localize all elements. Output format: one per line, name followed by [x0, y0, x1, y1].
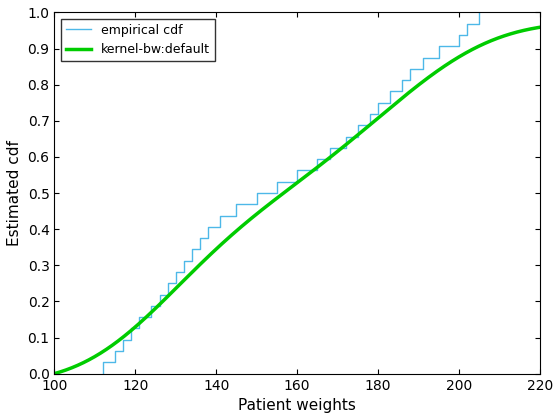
empirical cdf [100, 360, 106, 365]
empirical cdf [217, 213, 223, 218]
empirical cdf [375, 100, 381, 105]
empirical cdf [100, 371, 106, 376]
kernel-bw:default [101, 349, 108, 354]
empirical cdf [387, 89, 394, 94]
empirical cdf [180, 258, 187, 263]
empirical cdf [273, 179, 280, 184]
kernel-bw:default [265, 202, 272, 207]
Legend: empirical cdf, kernel-bw:default: empirical cdf, kernel-bw:default [60, 19, 214, 61]
kernel-bw:default [51, 371, 58, 376]
empirical cdf [128, 326, 134, 331]
empirical cdf [419, 55, 426, 60]
empirical cdf [399, 78, 405, 83]
empirical cdf [354, 123, 361, 128]
empirical cdf [205, 224, 212, 229]
empirical cdf [314, 157, 321, 162]
empirical cdf [120, 337, 127, 342]
empirical cdf [476, 10, 483, 15]
empirical cdf [148, 303, 155, 308]
kernel-bw:default [536, 25, 543, 30]
kernel-bw:default [430, 71, 436, 76]
kernel-bw:default [384, 108, 391, 113]
Y-axis label: Estimated cdf: Estimated cdf [7, 140, 22, 246]
empirical cdf [464, 21, 470, 26]
empirical cdf [253, 191, 260, 196]
empirical cdf [367, 112, 374, 117]
empirical cdf [436, 44, 442, 49]
empirical cdf [326, 145, 333, 150]
Line: kernel-bw:default: kernel-bw:default [54, 27, 540, 374]
empirical cdf [136, 315, 143, 320]
empirical cdf [189, 247, 195, 252]
X-axis label: Patient weights: Patient weights [238, 398, 356, 413]
empirical cdf [164, 281, 171, 286]
kernel-bw:default [438, 66, 445, 71]
empirical cdf [197, 236, 203, 241]
empirical cdf [156, 292, 163, 297]
empirical cdf [407, 66, 414, 71]
kernel-bw:default [248, 216, 254, 221]
empirical cdf [172, 270, 179, 275]
empirical cdf [342, 134, 349, 139]
Line: empirical cdf: empirical cdf [103, 13, 479, 374]
empirical cdf [456, 32, 463, 37]
empirical cdf [233, 202, 240, 207]
empirical cdf [294, 168, 301, 173]
empirical cdf [111, 349, 118, 354]
